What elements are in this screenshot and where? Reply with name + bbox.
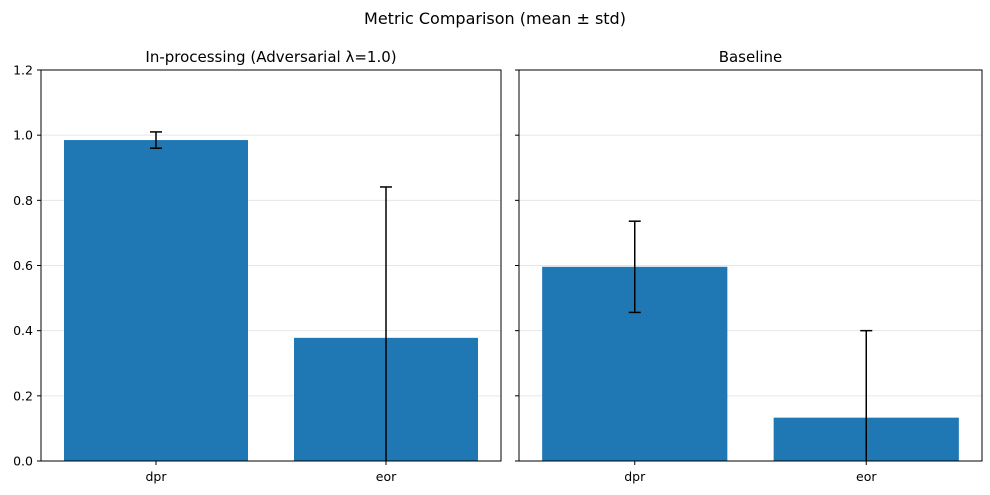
y-tick-label: 0.0	[13, 454, 33, 469]
axes-frame-in-processing	[40, 69, 502, 462]
y-tick-label: 0.8	[13, 193, 33, 208]
panel-title-in-processing: In-processing (Adversarial λ=1.0)	[145, 48, 396, 66]
bar-dpr-in-processing	[64, 140, 248, 461]
errorbar-eor-baseline	[860, 329, 873, 461]
y-tick-label: 1.2	[13, 63, 33, 78]
figure-title: Metric Comparison (mean ± std)	[364, 9, 626, 28]
panel-title-baseline: Baseline	[719, 48, 783, 66]
x-tick-label-dpr: dpr	[624, 469, 646, 484]
y-tick-label: 1.0	[13, 128, 33, 143]
y-tick-label: 0.4	[13, 323, 33, 338]
axes-frame-baseline	[518, 69, 983, 462]
y-tick-label: 0.6	[13, 258, 33, 273]
x-tick-label-eor: eor	[856, 469, 877, 484]
errorbar-dpr-baseline	[628, 220, 641, 314]
errorbar-eor-in-processing	[380, 186, 392, 461]
chart-panel-in-processing: In-processing (Adversarial λ=1.0) dpr eor…	[13, 48, 502, 484]
x-tick-label-dpr: dpr	[145, 469, 167, 484]
x-tick-label-eor: eor	[376, 469, 397, 484]
errorbar-dpr-in-processing	[150, 131, 162, 149]
y-tick-label: 0.2	[13, 388, 33, 403]
chart-panel-baseline: Baseline dpr eor	[515, 48, 983, 484]
